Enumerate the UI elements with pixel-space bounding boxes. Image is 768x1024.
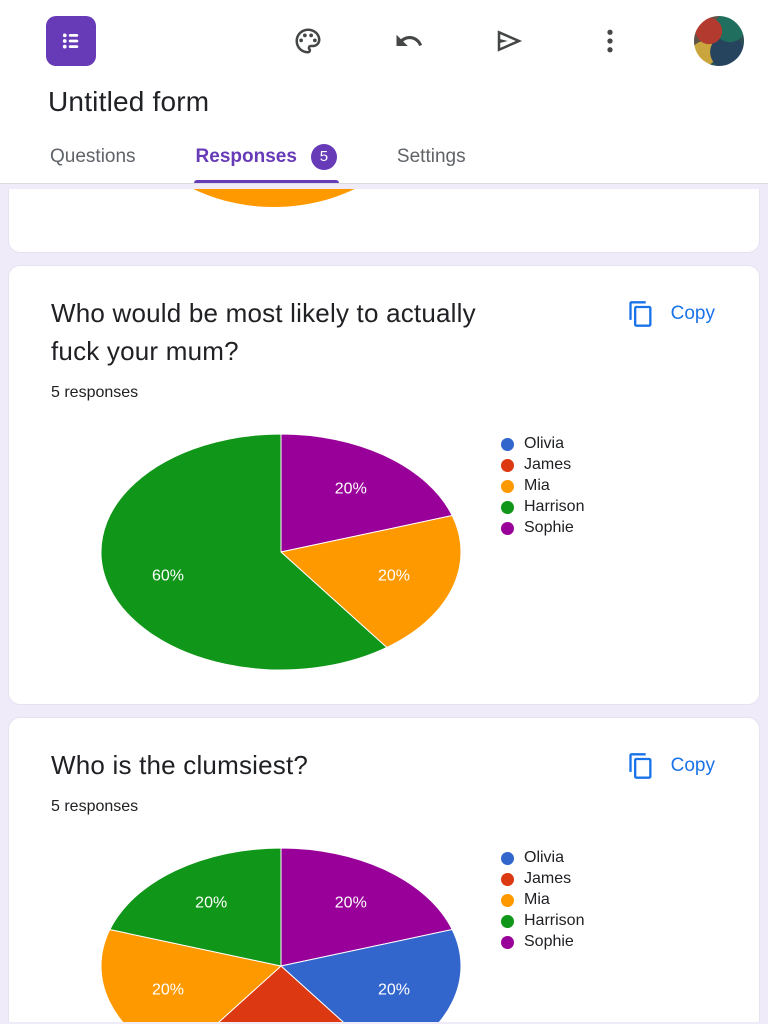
pie-slice-percent-label: 60% [152, 568, 184, 585]
legend-item-olivia: Olivia [501, 850, 584, 866]
pie-chart-block: 20% 20% 60% Olivia James Mia Harrison Sophie [51, 428, 715, 674]
tab-settings[interactable]: Settings [395, 130, 468, 183]
legend-color-dot [501, 851, 514, 865]
legend-label: Sophie [524, 519, 574, 536]
pie-slice-harrison [100, 433, 388, 671]
pie-slice-mia [100, 928, 283, 1022]
tab-responses-label: Responses [195, 145, 297, 167]
undo-button[interactable] [393, 25, 425, 57]
chart-legend: Olivia James Mia Harrison Sophie [501, 842, 584, 1022]
copy-chart-button[interactable]: Copy [627, 300, 715, 328]
legend-item-harrison: Harrison [501, 913, 584, 929]
legend-label: Mia [524, 891, 550, 908]
pie-chart: 20%20%20%20%20% [100, 847, 462, 1022]
pie-chart-block: 20%20%20%20%20% OliviaJamesMiaHarrisonSo… [51, 842, 715, 1022]
legend-item-sophie: Sophie [501, 520, 584, 536]
legend-label: Olivia [524, 849, 565, 866]
legend-color-dot [501, 872, 514, 886]
responses-scroll-area[interactable]: Who would be most likely to actually fuc… [0, 184, 768, 1022]
question-title: Who would be most likely to actually fuc… [51, 298, 476, 366]
form-title[interactable]: Untitled form [48, 86, 210, 117]
pie-slice-percent-label: 20% [335, 481, 367, 498]
pie-slice-percent-label: 20% [152, 982, 184, 999]
pie-slice-percent-label: 20% [378, 982, 410, 999]
legend-color-dot [501, 479, 514, 493]
palette-icon [295, 28, 321, 54]
legend-color-dot [501, 458, 514, 472]
top-app-bar [0, 0, 768, 70]
legend-color-dot [501, 935, 514, 949]
legend-label: Harrison [524, 498, 585, 515]
undo-icon [396, 34, 422, 46]
copy-icon [628, 301, 652, 327]
legend-label: James [524, 870, 572, 887]
legend-color-dot [501, 500, 514, 514]
send-form-button[interactable] [493, 25, 525, 57]
tab-responses[interactable]: Responses 5 [193, 130, 340, 183]
pie-slice-harrison [109, 847, 282, 967]
pie-slice-sophie [280, 847, 453, 967]
legend-color-dot [501, 914, 514, 928]
legend-item-harrison: Harrison [501, 499, 584, 515]
tab-questions[interactable]: Questions [48, 130, 138, 183]
legend-item-mia: Mia [501, 892, 584, 908]
tab-questions-label: Questions [50, 145, 136, 167]
pie-slice-percent-label: 20% [195, 895, 227, 912]
customize-theme-button[interactable] [292, 25, 324, 57]
legend-color-dot [501, 437, 514, 451]
previous-question-card-partial [8, 189, 760, 253]
legend-label: Olivia [524, 435, 565, 452]
form-title-row: Untitled form [0, 70, 768, 130]
toolbar [292, 16, 744, 66]
pie-slice-james [218, 965, 344, 1022]
question-card: Who would be most likely to actually fuc… [8, 265, 760, 705]
legend-color-dot [501, 521, 514, 535]
chart-legend: Olivia James Mia Harrison Sophie [501, 428, 584, 674]
responses-count-label: 5 responses [51, 798, 139, 815]
responses-count-label: 5 responses [51, 384, 139, 401]
pie-slice-percent-label: 20% [378, 568, 410, 585]
pie-slice-sophie [280, 433, 453, 553]
legend-label: Mia [524, 477, 550, 494]
copy-button-label: Copy [670, 755, 715, 776]
pie-slice-percent-label: 20% [335, 895, 367, 912]
copy-button-label: Copy [670, 303, 715, 324]
legend-label: Harrison [524, 912, 585, 929]
question-card: Who is the clumsiest? 5 responses Copy 2… [8, 717, 760, 1022]
copy-chart-button[interactable]: Copy [627, 752, 715, 780]
send-icon [497, 30, 523, 52]
form-tabs: Questions Responses 5 Settings [0, 130, 768, 184]
legend-label: James [524, 456, 572, 473]
legend-item-mia: Mia [501, 478, 584, 494]
list-glyph-icon [62, 33, 79, 49]
legend-label: Sophie [524, 933, 574, 950]
legend-color-dot [501, 893, 514, 907]
pie-chart-bottom-sliver [124, 189, 424, 207]
google-forms-logo[interactable] [46, 16, 96, 66]
account-avatar[interactable] [694, 16, 744, 66]
legend-item-james: James [501, 457, 584, 473]
legend-item-olivia: Olivia [501, 436, 584, 452]
question-title: Who is the clumsiest? [51, 750, 309, 780]
pie-chart: 20% 20% 60% [100, 433, 462, 671]
tab-settings-label: Settings [396, 145, 466, 167]
copy-icon [628, 753, 652, 779]
legend-item-sophie: Sophie [501, 934, 584, 950]
legend-item-james: James [501, 871, 584, 887]
pie-slice-olivia [279, 928, 462, 1022]
responses-count-badge: 5 [310, 143, 337, 170]
pie-slice-mia [279, 514, 462, 649]
more-options-button[interactable] [594, 25, 626, 57]
kebab-menu-icon [606, 29, 613, 53]
